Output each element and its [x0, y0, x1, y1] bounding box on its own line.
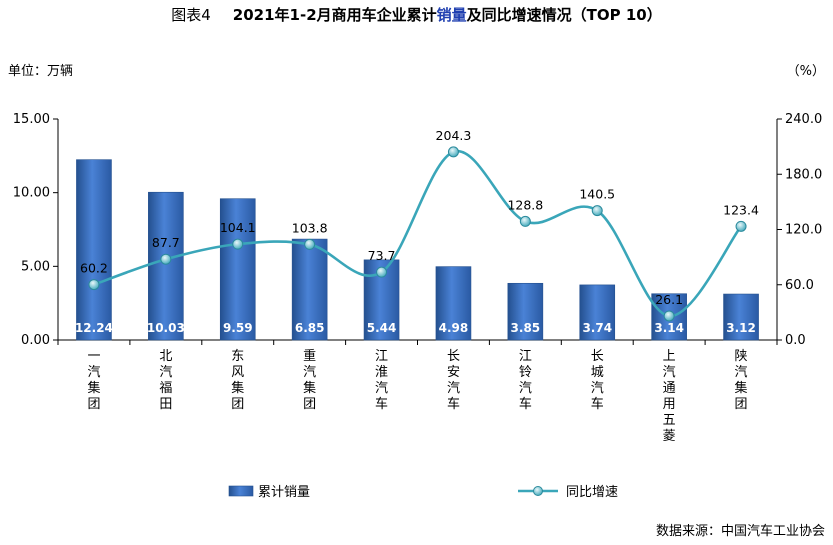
- growth-value-label: 26.1: [655, 292, 683, 307]
- x-axis-category-label: 东风集团: [231, 349, 244, 412]
- bar-value-label: 10.03: [147, 321, 185, 335]
- growth-point: [88, 279, 100, 291]
- growth-point: [663, 310, 675, 322]
- x-axis-category-label: 长安汽车: [447, 349, 460, 412]
- bar-value-label: 3.85: [511, 321, 541, 335]
- bar-value-label: 3.74: [582, 321, 612, 335]
- bar-value-label: 6.85: [295, 321, 325, 335]
- growth-point: [376, 266, 388, 278]
- bar-value-label: 9.59: [223, 321, 253, 335]
- growth-value-label: 73.7: [368, 248, 396, 263]
- title-part-2: 及同比增速情况（TOP 10）: [466, 6, 662, 24]
- x-axis-category-label: 江淮汽车: [375, 349, 388, 412]
- growth-point: [735, 220, 747, 232]
- growth-point: [447, 146, 459, 158]
- bar: [291, 238, 328, 341]
- left-axis-unit: 单位：万辆: [8, 64, 74, 79]
- bar-value-label: 5.44: [367, 321, 397, 335]
- left-axis-tick-label: 5.00: [21, 259, 50, 274]
- bar: [148, 191, 184, 341]
- right-axis-tick-label: 240.0: [785, 112, 822, 127]
- bar-value-label: 3.14: [654, 321, 684, 335]
- growth-value-label: 103.8: [292, 220, 328, 235]
- bar: [507, 282, 544, 341]
- growth-point: [160, 253, 172, 265]
- x-axis-category-label: 北汽福田: [159, 349, 172, 412]
- right-axis-tick-label: 60.0: [785, 278, 814, 293]
- x-axis-category-label: 重汽集团: [303, 348, 316, 412]
- growth-line: [93, 149, 743, 318]
- left-axis-tick-label: 15.00: [13, 112, 50, 127]
- legend-line-label: 同比增速: [566, 485, 618, 500]
- growth-value-label: 123.4: [723, 202, 759, 217]
- growth-value-label: 87.7: [152, 235, 180, 250]
- growth-value-label: 104.1: [220, 220, 256, 235]
- growth-point: [591, 205, 603, 217]
- x-axis-category-label: 长城汽车: [591, 349, 604, 412]
- left-axis-tick-label: 0.00: [21, 333, 50, 348]
- right-axis-tick-label: 180.0: [785, 167, 822, 182]
- legend-line-marker: [533, 486, 543, 496]
- title-part-1: 2021年1-2月商用车企业累计: [232, 6, 437, 24]
- bar: [219, 198, 256, 341]
- bar-value-label: 12.24: [75, 321, 113, 335]
- chart-title: 图表4 2021年1-2月商用车企业累计销量及同比增速情况（TOP 10）: [0, 4, 833, 25]
- x-axis-category-label: 上汽通用五菱: [663, 349, 676, 444]
- bar-value-label: 4.98: [439, 321, 469, 335]
- growth-point: [232, 238, 244, 250]
- bar: [435, 266, 472, 341]
- right-axis-tick-label: 0.0: [785, 333, 806, 348]
- data-source: 数据来源：中国汽车工业协会: [655, 524, 825, 539]
- growth-point: [519, 215, 531, 227]
- left-axis-tick-label: 10.00: [13, 186, 50, 201]
- x-axis-category-label: 一汽集团: [87, 349, 100, 412]
- legend-bar-label: 累计销量: [258, 485, 310, 500]
- growth-value-label: 128.8: [507, 197, 543, 212]
- x-axis-category-label: 陕汽集团: [735, 349, 748, 412]
- bar: [76, 159, 112, 341]
- bar: [579, 284, 616, 341]
- growth-point: [304, 238, 316, 250]
- bar: [723, 293, 759, 341]
- bar-value-label: 3.12: [726, 321, 756, 335]
- growth-value-label: 60.2: [80, 261, 108, 276]
- right-axis-tick-label: 120.0: [785, 223, 822, 238]
- x-axis-category-label: 江铃汽车: [519, 349, 532, 412]
- title-highlight: 销量: [436, 6, 467, 24]
- growth-value-label: 140.5: [579, 187, 615, 202]
- legend-bar-swatch: [228, 485, 254, 497]
- figure-number: 图表4: [171, 6, 211, 24]
- growth-value-label: 204.3: [436, 128, 472, 143]
- right-axis-unit: （%）: [786, 64, 825, 79]
